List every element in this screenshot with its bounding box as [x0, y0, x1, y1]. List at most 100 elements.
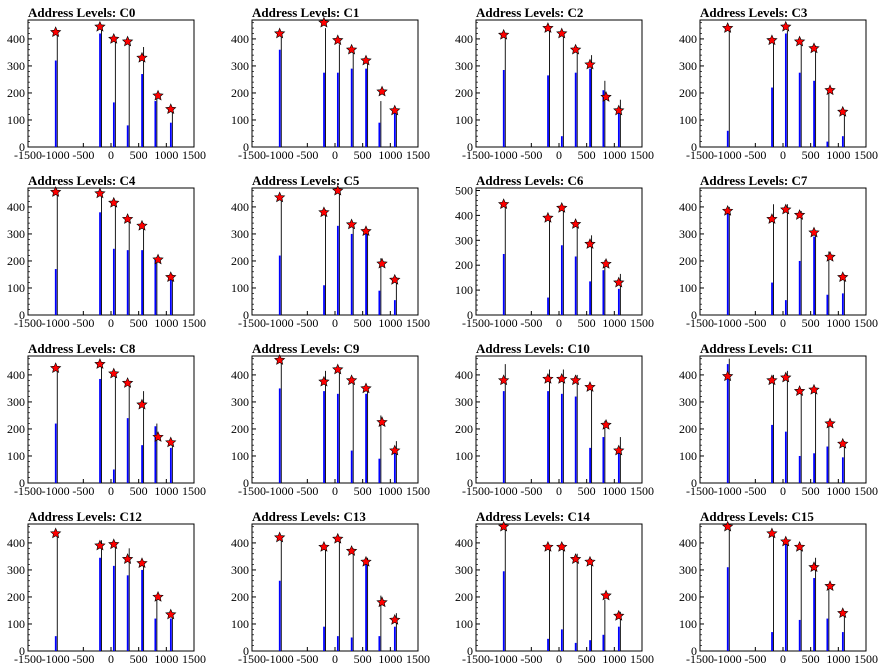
bar [393, 300, 396, 315]
x-tick-label: -500 [72, 148, 94, 162]
chart-panel: Address Levels: C6 0 100 200 300 400 500 -1500-… [448, 168, 672, 336]
bar [589, 68, 591, 147]
star-marker [542, 211, 554, 223]
bar [798, 260, 801, 315]
x-tick-label: -1000 [266, 316, 294, 330]
star-marker [722, 520, 734, 532]
x-tick-label: 500 [802, 484, 820, 498]
bar [547, 297, 549, 315]
bar [393, 111, 396, 147]
bar [323, 285, 325, 315]
x-tick-label: 1500 [406, 316, 430, 330]
star-marker [722, 22, 734, 33]
y-tick-label: 200 [679, 590, 697, 604]
chart-panel: Address Levels: C7 0 100 200 300 400 -1500 -100… [672, 168, 896, 336]
y-tick-label: 0 [467, 140, 473, 154]
y-tick-label: 300 [231, 227, 249, 241]
bar [826, 141, 829, 147]
star-marker [152, 89, 164, 101]
star-marker [780, 203, 792, 215]
x-tick-label: -1000 [42, 316, 70, 330]
chart-svg: 0 100 200 300 400 -1500 -1000 -500 0 500 1000 1500 [231, 523, 430, 666]
bar [784, 33, 787, 148]
y-tick-label: 100 [679, 449, 697, 463]
x-tick-label: -1500 [462, 316, 490, 330]
star-marker [318, 16, 330, 28]
y-tick-label: 400 [7, 536, 25, 550]
y-tick-label: 100 [679, 113, 697, 127]
x-tick-label: -1500 [14, 316, 42, 330]
bar [841, 293, 844, 315]
y-tick-label: 400 [679, 536, 697, 550]
bar [378, 458, 381, 483]
star-marker [50, 26, 62, 37]
chart-svg: 0 100 200 300 400 -1500 -1000 -500 0 500 1000 1500 [679, 355, 878, 498]
star-marker [613, 104, 625, 116]
x-tick-label: 1000 [602, 316, 626, 330]
star-marker [556, 27, 568, 39]
star-marker [318, 206, 330, 218]
star-marker [793, 35, 806, 47]
bar [547, 75, 549, 147]
star-marker [389, 273, 401, 285]
star-marker [837, 271, 849, 282]
bar [602, 90, 605, 147]
bar [141, 250, 143, 315]
bar [112, 102, 115, 147]
bar [726, 364, 729, 483]
y-tick-label: 0 [19, 476, 25, 490]
bar [126, 125, 129, 147]
bar [154, 258, 157, 315]
y-tick-label: 100 [231, 281, 249, 295]
chart-panel: Address Levels: C1 0 100 200 300 400 -1500 -100… [224, 0, 448, 168]
y-tick-label: 400 [231, 32, 249, 46]
star-marker [274, 191, 286, 203]
bar [126, 575, 129, 651]
star-marker [332, 184, 344, 196]
star-marker [136, 557, 148, 569]
bar [726, 130, 729, 147]
bar [617, 626, 620, 651]
x-tick-label: -500 [744, 484, 766, 498]
bar [350, 68, 353, 147]
x-tick-label: -1000 [714, 148, 742, 162]
bar [784, 300, 787, 315]
x-tick-label: -1500 [686, 484, 714, 498]
y-tick-label: 100 [679, 617, 697, 631]
x-tick-label: -1500 [238, 316, 266, 330]
bar [378, 122, 381, 147]
star-marker [600, 589, 612, 601]
star-marker [837, 607, 849, 618]
bar [813, 80, 815, 147]
star-marker [50, 186, 62, 197]
x-tick-label: 500 [802, 316, 820, 330]
chart-panel: Address Levels: C8 0 100 200 300 400 -1500 -100… [0, 336, 224, 504]
star-marker [152, 591, 164, 602]
bar [574, 72, 577, 147]
x-tick-label: 0 [556, 148, 562, 162]
y-tick-label: 200 [455, 590, 473, 604]
chart-panel: Address Levels: C2 0 100 200 300 400 -1500 -100… [448, 0, 672, 168]
x-tick-label: -500 [296, 484, 318, 498]
star-marker [808, 42, 820, 54]
x-tick-label: 1000 [378, 316, 402, 330]
star-marker [345, 218, 358, 230]
y-tick-label: 0 [19, 308, 25, 322]
x-tick-label: 1500 [182, 652, 206, 666]
y-tick-label: 0 [243, 644, 249, 658]
y-tick-label: 0 [467, 644, 473, 658]
chart-svg: 0 100 200 300 400 -1500 -1000 -500 0 500 1000 1500 [231, 184, 430, 330]
x-tick-label: 0 [332, 316, 338, 330]
y-tick-label: 0 [467, 476, 473, 490]
star-marker [360, 54, 372, 66]
star-marker [376, 85, 388, 97]
y-tick-label: 100 [679, 281, 697, 295]
x-tick-label: 1000 [602, 148, 626, 162]
x-tick-label: 0 [780, 484, 786, 498]
x-tick-label: 500 [802, 652, 820, 666]
x-tick-label: 1500 [854, 148, 878, 162]
y-tick-label: 200 [231, 590, 249, 604]
x-tick-label: 1000 [378, 148, 402, 162]
star-marker [318, 541, 330, 552]
